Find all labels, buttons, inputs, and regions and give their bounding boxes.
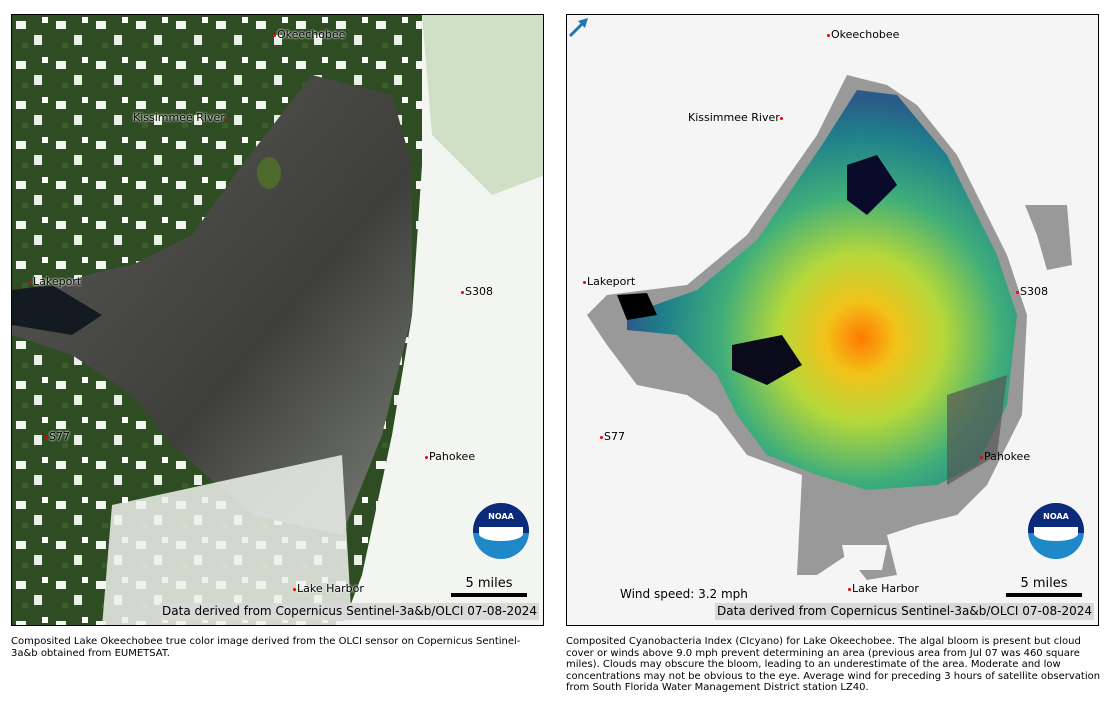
place-label-okeechobee: Okeechobee [827,29,899,41]
satellite-imagery [12,15,543,625]
noaa-logo: NOAA [1028,503,1084,559]
place-label-s308: S308 [1016,286,1048,298]
cyanobacteria-index-map: Okeechobee Kissimmee River Lakeport S308… [566,14,1099,626]
place-label-lake-harbor: Lake Harbor [293,583,364,595]
place-label-pahokee: Pahokee [980,451,1030,463]
place-label-s77: S77 [600,431,625,443]
noaa-logo: NOAA [473,503,529,559]
place-label-lake-harbor: Lake Harbor [848,583,919,595]
wind-direction-arrow-icon [568,18,588,38]
place-label-pahokee: Pahokee [425,451,475,463]
data-credit: Data derived from Copernicus Sentinel-3a… [160,603,539,620]
place-label-s77: S77 [45,431,70,443]
wind-speed: Wind speed: 3.2 mph [620,587,748,601]
bloom-map [587,75,1072,580]
scale-bar: 5 miles [451,576,527,597]
true-color-map: Okeechobee Kissimmee River Lakeport S308… [11,14,544,626]
right-caption: Composited Cyanobacteria Index (CIcyano)… [566,636,1101,693]
scale-bar: 5 miles [1006,576,1082,597]
place-label-s308: S308 [461,286,493,298]
place-label-kissimmee-river: Kissimmee River [688,112,784,124]
place-label-kissimmee-river: Kissimmee River [133,112,229,124]
place-label-lakeport: Lakeport [29,276,81,288]
place-label-okeechobee: Okeechobee [273,29,345,41]
data-credit: Data derived from Copernicus Sentinel-3a… [715,603,1094,620]
place-label-lakeport: Lakeport [583,276,635,288]
left-caption: Composited Lake Okeechobee true color im… [11,636,521,659]
